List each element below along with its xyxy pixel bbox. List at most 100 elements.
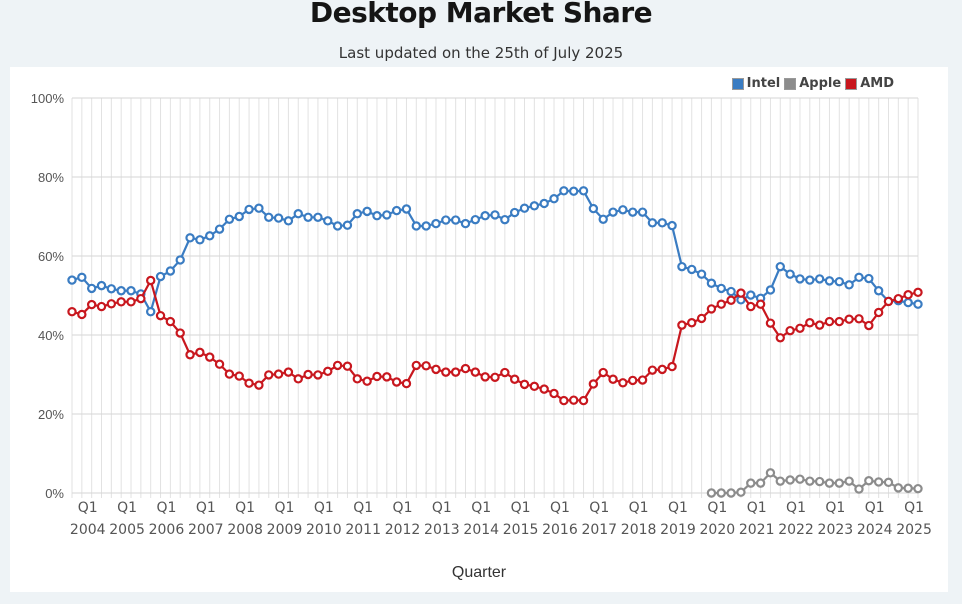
data-point-apple[interactable] — [706, 488, 717, 498]
legend-item-intel[interactable]: Intel — [731, 76, 780, 91]
data-point-intel[interactable] — [775, 261, 785, 272]
data-point-apple[interactable] — [883, 477, 894, 488]
data-point-amd[interactable] — [254, 380, 264, 390]
data-point-amd[interactable] — [903, 290, 913, 300]
data-point-intel[interactable] — [116, 286, 126, 296]
data-point-intel[interactable] — [195, 235, 205, 245]
data-point-intel[interactable] — [421, 221, 431, 231]
data-point-amd[interactable] — [362, 376, 372, 386]
data-point-apple[interactable] — [805, 476, 815, 486]
data-point-amd[interactable] — [411, 360, 422, 371]
data-point-apple[interactable] — [854, 484, 864, 494]
data-point-intel[interactable] — [568, 186, 579, 196]
data-point-amd[interactable] — [873, 307, 884, 318]
data-point-intel[interactable] — [126, 286, 136, 296]
data-point-intel[interactable] — [903, 297, 913, 308]
data-point-intel[interactable] — [342, 220, 353, 230]
data-point-amd[interactable] — [716, 299, 726, 309]
data-point-intel[interactable] — [411, 221, 422, 231]
data-point-amd[interactable] — [598, 367, 608, 378]
data-point-amd[interactable] — [126, 297, 136, 307]
data-point-amd[interactable] — [746, 301, 756, 312]
data-point-intel[interactable] — [273, 213, 284, 223]
data-point-amd[interactable] — [145, 275, 156, 286]
data-point-intel[interactable] — [362, 206, 372, 217]
data-point-intel[interactable] — [677, 261, 687, 272]
data-point-amd[interactable] — [608, 374, 618, 384]
data-point-intel[interactable] — [509, 207, 520, 218]
data-point-amd[interactable] — [814, 320, 825, 330]
data-point-intel[interactable] — [519, 203, 530, 213]
data-point-amd[interactable] — [116, 297, 126, 307]
data-point-intel[interactable] — [588, 203, 599, 214]
data-point-intel[interactable] — [578, 186, 589, 196]
data-point-intel[interactable] — [431, 218, 441, 229]
data-point-amd[interactable] — [490, 372, 500, 382]
data-point-apple[interactable] — [873, 477, 884, 487]
data-point-intel[interactable] — [470, 214, 481, 225]
data-point-intel[interactable] — [155, 271, 166, 282]
data-point-amd[interactable] — [460, 363, 471, 374]
data-point-amd[interactable] — [509, 374, 520, 384]
data-point-intel[interactable] — [264, 212, 274, 222]
data-point-amd[interactable] — [854, 314, 864, 324]
data-point-amd[interactable] — [264, 370, 274, 380]
data-point-intel[interactable] — [716, 283, 726, 294]
data-point-amd[interactable] — [77, 309, 87, 320]
data-point-intel[interactable] — [205, 231, 215, 241]
data-point-apple[interactable] — [746, 478, 756, 488]
data-point-apple[interactable] — [834, 478, 845, 488]
data-point-amd[interactable] — [175, 328, 185, 338]
data-point-amd[interactable] — [480, 372, 490, 382]
data-point-intel[interactable] — [480, 211, 490, 221]
data-point-intel[interactable] — [441, 215, 451, 225]
data-point-intel[interactable] — [529, 201, 540, 211]
data-point-intel[interactable] — [224, 214, 235, 224]
data-point-intel[interactable] — [637, 207, 648, 217]
data-point-amd[interactable] — [106, 299, 117, 309]
data-point-intel[interactable] — [746, 290, 756, 300]
data-point-amd[interactable] — [736, 288, 746, 298]
data-point-intel[interactable] — [401, 204, 412, 214]
data-point-intel[interactable] — [303, 212, 313, 222]
data-point-amd[interactable] — [529, 381, 540, 392]
data-point-intel[interactable] — [293, 209, 303, 219]
data-point-apple[interactable] — [824, 478, 835, 488]
data-point-intel[interactable] — [500, 214, 510, 225]
data-point-amd[interactable] — [470, 367, 481, 377]
legend-item-amd[interactable]: AMD — [845, 76, 894, 91]
data-point-intel[interactable] — [844, 280, 854, 290]
data-point-apple[interactable] — [755, 478, 766, 488]
data-point-intel[interactable] — [706, 278, 717, 288]
data-point-amd[interactable] — [401, 378, 412, 389]
data-point-intel[interactable] — [814, 274, 825, 284]
data-point-intel[interactable] — [490, 210, 500, 220]
data-point-amd[interactable] — [67, 306, 77, 317]
data-point-amd[interactable] — [628, 375, 638, 386]
data-point-intel[interactable] — [618, 205, 628, 215]
data-point-apple[interactable] — [785, 475, 795, 485]
data-point-intel[interactable] — [313, 212, 323, 222]
data-point-amd[interactable] — [273, 369, 284, 379]
data-point-apple[interactable] — [893, 483, 904, 493]
data-point-apple[interactable] — [775, 476, 785, 486]
data-point-amd[interactable] — [864, 320, 874, 331]
data-point-amd[interactable] — [824, 316, 835, 327]
data-point-intel[interactable] — [352, 209, 362, 219]
data-point-intel[interactable] — [244, 204, 254, 215]
data-point-amd[interactable] — [391, 377, 402, 387]
data-point-amd[interactable] — [244, 378, 254, 388]
data-point-intel[interactable] — [696, 269, 707, 279]
data-point-amd[interactable] — [313, 370, 323, 380]
data-point-amd[interactable] — [883, 296, 894, 307]
data-point-intel[interactable] — [175, 255, 185, 265]
data-point-apple[interactable] — [844, 476, 854, 486]
data-point-intel[interactable] — [254, 203, 264, 213]
data-point-intel[interactable] — [657, 218, 667, 228]
data-point-amd[interactable] — [785, 325, 795, 336]
data-point-amd[interactable] — [96, 301, 107, 312]
data-point-amd[interactable] — [165, 316, 176, 327]
data-point-amd[interactable] — [696, 313, 707, 324]
data-point-intel[interactable] — [805, 275, 815, 285]
data-point-intel[interactable] — [726, 286, 736, 297]
